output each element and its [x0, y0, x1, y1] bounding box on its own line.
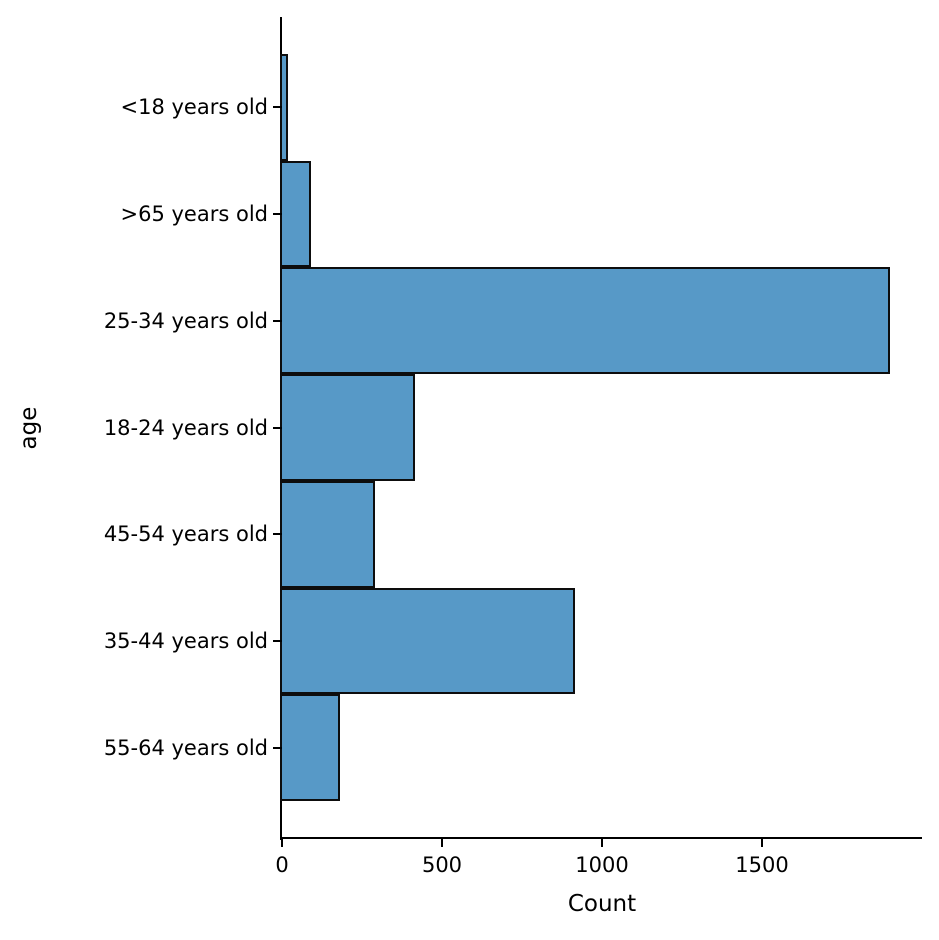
- y-tick-label: >65 years old: [120, 202, 268, 227]
- y-tick-label: 45-54 years old: [103, 522, 268, 547]
- y-tick-mark: [273, 426, 282, 429]
- x-tick-mark: [281, 839, 283, 847]
- y-tick-label: 25-34 years old: [103, 308, 268, 333]
- y-tick-label: 18-24 years old: [103, 415, 268, 440]
- x-axis-spine: [280, 837, 922, 839]
- y-tick-mark: [273, 533, 282, 536]
- bar: [280, 587, 575, 695]
- bar: [280, 160, 311, 268]
- bar: [280, 480, 375, 588]
- x-tick-label: 1000: [575, 853, 629, 877]
- y-tick-mark: [273, 746, 282, 749]
- x-tick-label: 0: [275, 853, 289, 877]
- y-tick-mark: [273, 319, 282, 322]
- x-tick-label: 500: [421, 853, 463, 877]
- y-tick-mark: [273, 106, 282, 109]
- x-tick-mark: [761, 839, 763, 847]
- bar: [280, 267, 890, 375]
- x-tick-label: 1500: [735, 853, 789, 877]
- y-tick-mark: [273, 213, 282, 216]
- y-tick-label: <18 years old: [120, 95, 268, 120]
- y-tick-label: 35-44 years old: [103, 628, 268, 653]
- x-tick-mark: [601, 839, 603, 847]
- x-axis-title: Count: [567, 891, 637, 917]
- bar: [280, 374, 415, 481]
- x-tick-mark: [441, 839, 443, 847]
- y-tick-label: 55-64 years old: [103, 735, 268, 760]
- y-tick-mark: [273, 639, 282, 642]
- bar: [280, 694, 340, 801]
